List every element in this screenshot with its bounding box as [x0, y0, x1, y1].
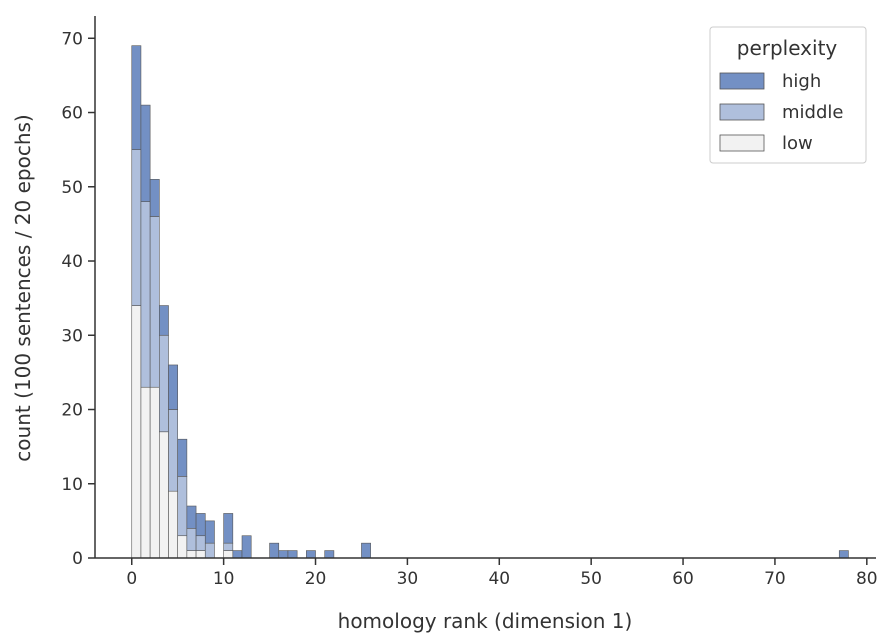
legend-swatch-low [719, 134, 765, 152]
y-tick-label-40: 40 [61, 252, 83, 272]
x-tick-label-40: 40 [488, 569, 510, 589]
bar-low-bin-2 [149, 386, 160, 559]
bar-middle-bin-8 [204, 542, 215, 559]
legend-frame [709, 26, 867, 164]
bar-high-bin-77 [838, 550, 849, 559]
y-tick-label-10: 10 [61, 475, 83, 495]
bar-high-bin-21 [324, 550, 335, 559]
bar-low-bin-7 [195, 550, 206, 559]
bar-middle-bin-0 [131, 149, 142, 306]
x-tick-label-10: 10 [213, 569, 235, 589]
bar-high-bin-4 [168, 364, 178, 410]
y-tick-label-0: 0 [72, 549, 83, 569]
x-tick-label-50: 50 [580, 569, 602, 589]
bar-high-bin-7 [195, 513, 206, 537]
bar-high-bin-25 [361, 542, 371, 559]
legend-swatch-high [719, 72, 765, 90]
bar-middle-bin-2 [149, 216, 160, 388]
legend-items: high middle low [719, 71, 843, 154]
legend-label-low: low [782, 133, 813, 154]
x-tick-label-70: 70 [764, 569, 786, 589]
bar-high-bin-11 [232, 550, 243, 559]
bar-middle-bin-5 [177, 476, 188, 537]
x-tick-label-0: 0 [126, 569, 137, 589]
bar-high-bin-10 [223, 513, 234, 544]
legend-title: perplexity [737, 36, 838, 60]
x-tick-label-60: 60 [672, 569, 694, 589]
bar-low-bin-5 [177, 535, 188, 559]
legend-label-middle: middle [782, 102, 843, 123]
y-tick-label-70: 70 [61, 29, 83, 49]
bar-middle-bin-1 [140, 201, 151, 388]
bar-high-bin-5 [177, 438, 188, 477]
bar-high-bin-6 [186, 505, 197, 529]
bar-high-bin-15 [269, 542, 280, 559]
bar-low-bin-1 [140, 386, 151, 559]
axes-layer [94, 16, 876, 559]
x-tick-label-80: 80 [856, 569, 878, 589]
bar-middle-bin-10 [223, 542, 234, 551]
bar-middle-bin-7 [195, 535, 206, 551]
bar-low-bin-10 [223, 550, 234, 559]
x-ticks-layer: 0 10 20 30 40 50 60 70 80 [126, 558, 878, 589]
x-tick-label-20: 20 [305, 569, 327, 589]
y-tick-label-60: 60 [61, 104, 83, 124]
y-axis-label: count (100 sentences / 20 epochs) [11, 114, 35, 461]
x-tick-label-30: 30 [397, 569, 419, 589]
x-axis-label: homology rank (dimension 1) [338, 609, 633, 633]
bar-low-bin-3 [159, 431, 169, 559]
bar-high-bin-2 [149, 179, 160, 217]
bar-high-bin-19 [306, 550, 316, 559]
legend-swatch-middle [719, 103, 765, 121]
bar-high-bin-3 [159, 305, 169, 336]
bar-high-bin-16 [278, 550, 289, 559]
bar-high-bin-0 [131, 45, 142, 150]
y-ticks-layer: 0 10 20 30 40 50 60 70 [61, 29, 95, 569]
bar-high-bin-1 [140, 104, 151, 202]
legend-label-high: high [782, 71, 821, 92]
legend: perplexity high middle low [709, 26, 867, 164]
bar-high-bin-8 [204, 520, 215, 544]
y-tick-label-50: 50 [61, 178, 83, 198]
bars-layer [131, 45, 849, 559]
y-tick-label-20: 20 [61, 401, 83, 421]
bar-middle-bin-4 [168, 409, 178, 492]
bar-middle-bin-6 [186, 528, 197, 551]
bar-middle-bin-3 [159, 334, 169, 433]
bar-high-bin-12 [241, 535, 252, 559]
bar-low-bin-4 [168, 490, 178, 559]
bar-low-bin-0 [131, 305, 142, 559]
bar-high-bin-17 [287, 550, 298, 559]
y-tick-label-30: 30 [61, 326, 83, 346]
bar-low-bin-6 [186, 550, 197, 559]
